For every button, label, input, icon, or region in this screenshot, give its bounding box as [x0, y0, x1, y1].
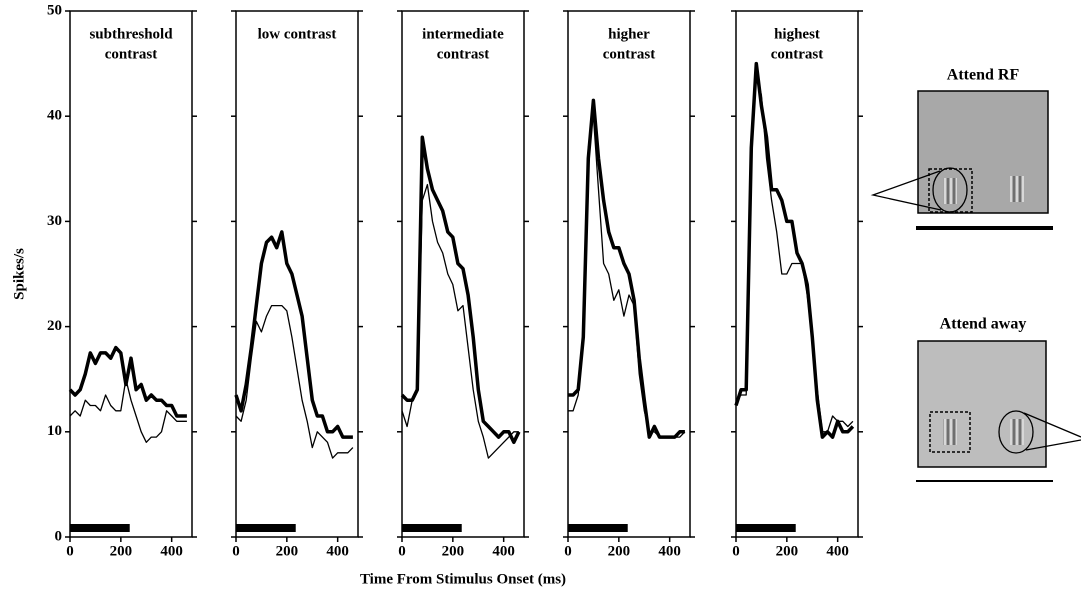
x-tick-label: 200 [608, 543, 631, 559]
plot-frame [401, 10, 525, 538]
x-tick-label: 400 [826, 543, 849, 559]
x-tick-label: 0 [66, 543, 74, 559]
series-line [568, 115, 686, 438]
x-axis-label: Time From Stimulus Onset (ms) [360, 571, 566, 587]
grating [943, 419, 957, 445]
y-tick-label: 20 [47, 318, 62, 334]
schematic-attend-away: Attend away [916, 316, 1081, 482]
y-tick-label: 10 [47, 423, 62, 439]
receptive-field [932, 167, 968, 213]
attention-box [929, 411, 971, 453]
x-tick-label: 0 [564, 543, 572, 559]
panel-title: highest [774, 26, 820, 42]
display-box [917, 340, 1047, 468]
panel-title: intermediate [422, 26, 504, 42]
series-line [69, 378, 187, 443]
x-tick-label: 200 [776, 543, 799, 559]
grating [1010, 176, 1024, 202]
stimulus-bar [70, 524, 130, 532]
y-tick-label: 30 [47, 213, 62, 229]
plot-frame [69, 10, 193, 538]
grating [1010, 419, 1024, 445]
x-tick-label: 200 [442, 543, 465, 559]
x-tick-label: 200 [110, 543, 133, 559]
schematic-title: Attend RF [947, 67, 1020, 84]
stimulus-bar [236, 524, 296, 532]
x-tick-label: 400 [326, 543, 349, 559]
grating [943, 178, 957, 204]
series-line [68, 345, 187, 418]
series-line [735, 73, 854, 433]
series-line [235, 304, 354, 459]
x-tick-label: 200 [276, 543, 299, 559]
rf-cone [1025, 439, 1081, 451]
plot-frame [235, 10, 359, 538]
plot-frame [735, 10, 859, 538]
x-tick-label: 400 [492, 543, 515, 559]
panel-title: contrast [437, 46, 490, 62]
series-line [401, 183, 519, 459]
receptive-field [998, 410, 1034, 454]
panel-title: contrast [105, 46, 158, 62]
panel-title: contrast [771, 46, 824, 62]
x-tick-label: 0 [398, 543, 406, 559]
panel-title: contrast [603, 46, 656, 62]
x-tick-label: 400 [160, 543, 183, 559]
y-tick-label: 50 [47, 2, 62, 18]
schematic-title: Attend away [940, 316, 1027, 333]
x-tick-label: 0 [232, 543, 240, 559]
y-axis-label: Spikes/s [11, 248, 27, 300]
series-line [400, 135, 521, 445]
stimulus-bar [736, 524, 796, 532]
rf-cone [870, 170, 942, 211]
x-tick-label: 400 [658, 543, 681, 559]
y-tick-label: 40 [47, 108, 62, 124]
panel-title: low contrast [258, 26, 337, 42]
rf-cone [1023, 412, 1081, 438]
display-box [917, 90, 1049, 214]
plot-frame [567, 10, 691, 538]
y-tick-label: 0 [55, 528, 63, 544]
schematic-attend-rf: Attend RF [870, 67, 1053, 230]
panel-title: higher [608, 26, 650, 42]
x-tick-label: 0 [732, 543, 740, 559]
stimulus-bar [402, 524, 462, 532]
stimulus-bar [568, 524, 628, 532]
panel-title: subthreshold [89, 26, 173, 42]
series-line [234, 230, 353, 439]
